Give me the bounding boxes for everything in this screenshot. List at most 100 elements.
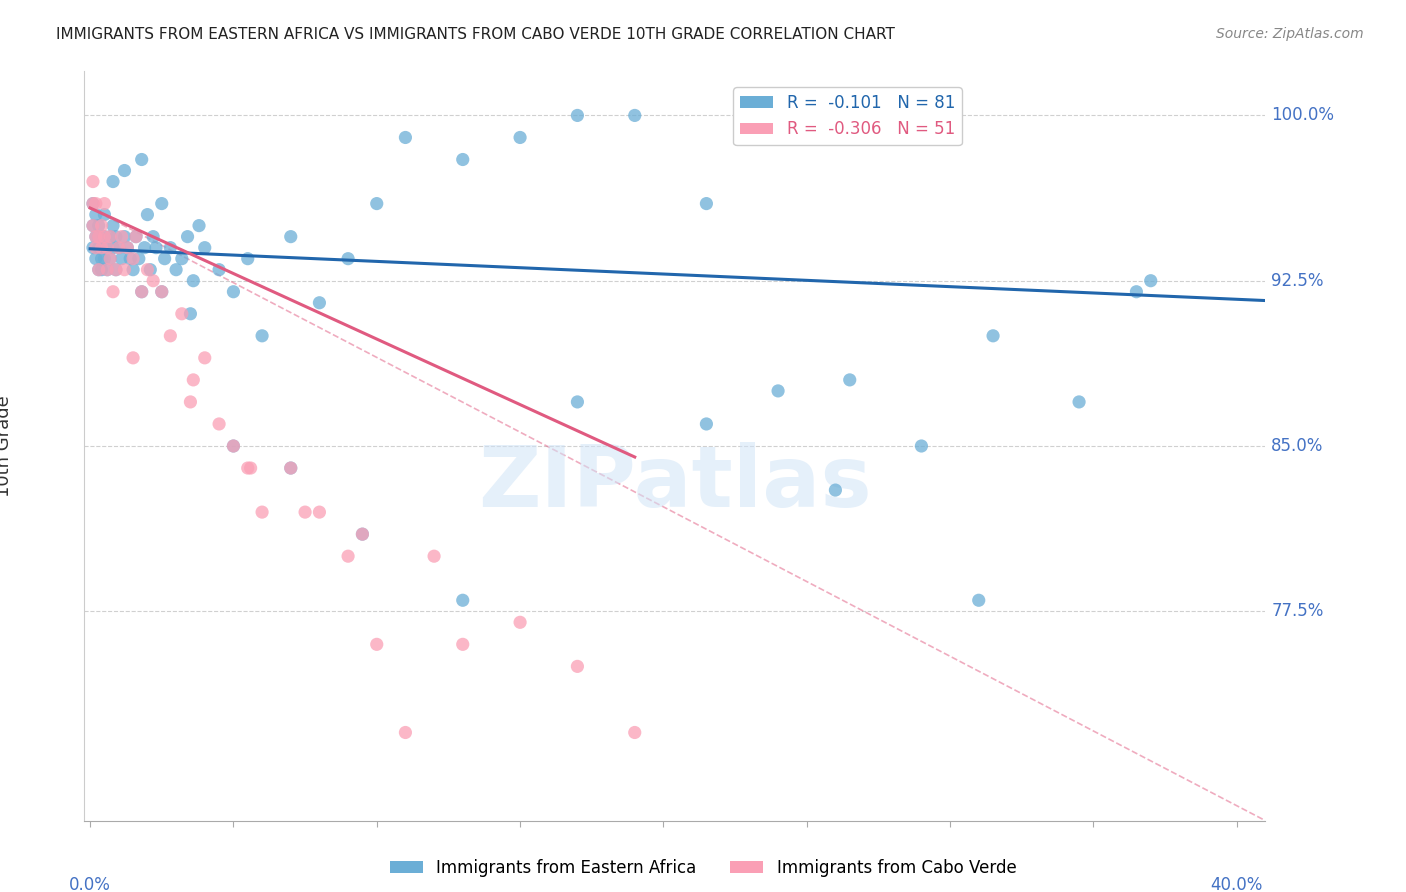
Text: 85.0%: 85.0% (1271, 437, 1323, 455)
Point (90, 252, 112, 266)
Point (188, 219, 211, 233)
Point (236, 252, 259, 266)
Point (145, 241, 167, 255)
Point (87, 241, 110, 255)
Point (250, 505, 273, 519)
Point (194, 241, 217, 255)
Point (1139, 274, 1161, 288)
Point (567, 108, 589, 122)
Point (136, 208, 159, 222)
Point (165, 262, 187, 277)
Point (150, 285, 173, 299)
Point (101, 285, 124, 299)
Point (308, 505, 330, 519)
Point (250, 328, 273, 343)
Point (179, 307, 201, 321)
Point (82, 241, 104, 255)
Point (337, 549, 360, 564)
Point (87, 262, 110, 277)
Text: 92.5%: 92.5% (1271, 272, 1323, 290)
Point (142, 274, 165, 288)
Point (194, 351, 217, 365)
Point (222, 439, 245, 453)
Point (159, 328, 181, 343)
Point (394, 130, 416, 145)
Point (122, 351, 145, 365)
Point (87, 219, 110, 233)
Point (567, 395, 589, 409)
Point (170, 252, 193, 266)
Point (114, 262, 136, 277)
Point (107, 241, 129, 255)
Point (280, 461, 302, 475)
Text: 40.0%: 40.0% (1211, 876, 1263, 892)
Point (82, 196, 104, 211)
Point (695, 196, 717, 211)
Legend: Immigrants from Eastern Africa, Immigrants from Cabo Verde: Immigrants from Eastern Africa, Immigran… (382, 853, 1024, 884)
Point (104, 262, 127, 277)
Point (87, 229, 110, 244)
Point (222, 439, 245, 453)
Point (509, 130, 531, 145)
Point (623, 108, 645, 122)
Point (208, 262, 231, 277)
Point (159, 241, 181, 255)
Point (981, 328, 1004, 343)
Point (131, 153, 153, 167)
Point (101, 175, 124, 189)
Text: Source: ZipAtlas.com: Source: ZipAtlas.com (1216, 27, 1364, 41)
Point (82, 196, 104, 211)
Point (366, 196, 388, 211)
Point (509, 615, 531, 630)
Point (222, 285, 245, 299)
Point (84, 229, 107, 244)
Point (294, 505, 316, 519)
Point (766, 384, 789, 398)
Point (104, 262, 127, 277)
Point (451, 637, 474, 651)
Point (101, 219, 124, 233)
Point (623, 725, 645, 739)
Point (82, 219, 104, 233)
Point (142, 229, 165, 244)
Point (236, 461, 259, 475)
Point (208, 417, 231, 431)
Point (838, 373, 860, 387)
Text: IMMIGRANTS FROM EASTERN AFRICA VS IMMIGRANTS FROM CABO VERDE 10TH GRADE CORRELAT: IMMIGRANTS FROM EASTERN AFRICA VS IMMIGR… (56, 27, 896, 42)
Point (179, 395, 201, 409)
Point (98, 229, 121, 244)
Text: 10th Grade: 10th Grade (0, 395, 13, 497)
Text: 0.0%: 0.0% (69, 876, 111, 892)
Point (176, 229, 198, 244)
Point (120, 252, 142, 266)
Point (125, 229, 148, 244)
Point (111, 229, 134, 244)
Point (239, 461, 262, 475)
Point (90, 241, 112, 255)
Point (111, 252, 134, 266)
Point (153, 252, 176, 266)
Point (181, 274, 204, 288)
Point (134, 241, 156, 255)
Point (394, 725, 416, 739)
Point (136, 262, 159, 277)
Point (84, 208, 107, 222)
Point (96, 241, 118, 255)
Point (87, 229, 110, 244)
Point (90, 262, 112, 277)
Point (131, 285, 153, 299)
Point (93, 252, 115, 266)
Point (366, 637, 388, 651)
Point (451, 153, 474, 167)
Point (352, 527, 374, 541)
Point (84, 241, 107, 255)
Point (128, 252, 150, 266)
Point (87, 262, 110, 277)
Point (93, 196, 115, 211)
Point (84, 196, 107, 211)
Point (114, 163, 136, 178)
Point (96, 262, 118, 277)
Point (967, 593, 990, 607)
Point (98, 252, 121, 266)
Point (280, 229, 302, 244)
